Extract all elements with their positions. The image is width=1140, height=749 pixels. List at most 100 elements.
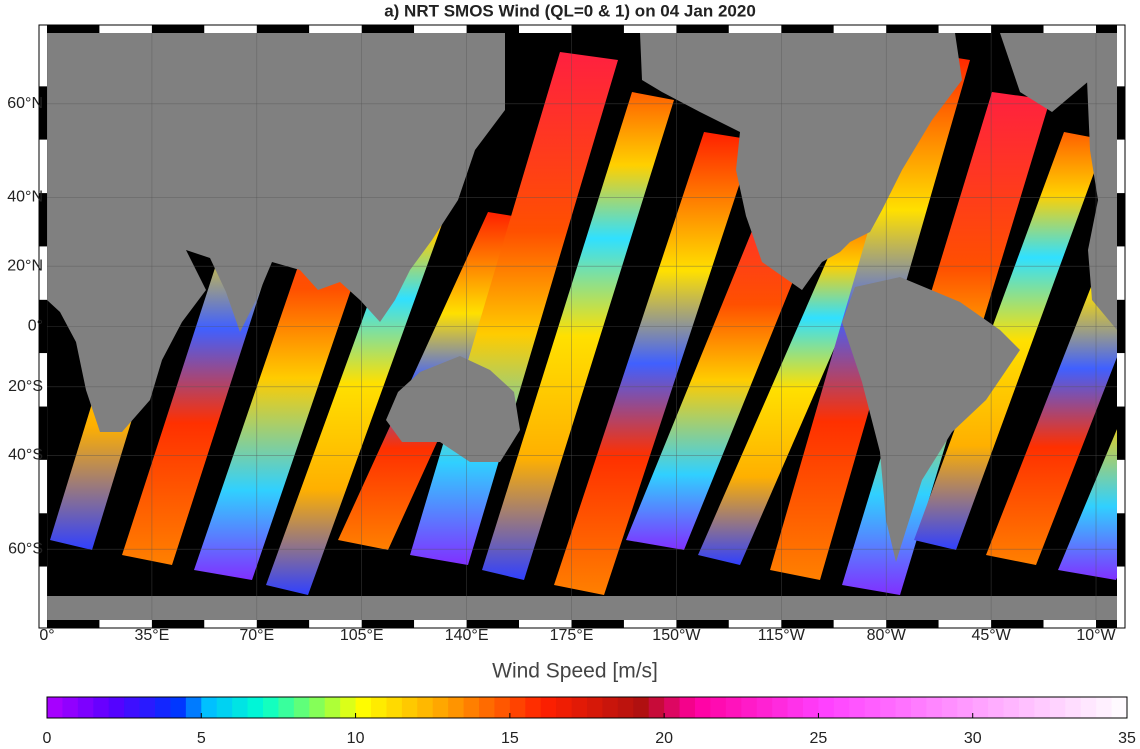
frame-block — [833, 620, 887, 628]
colorbar-block — [803, 697, 819, 718]
colorbar-block — [926, 697, 943, 718]
colorbar-block — [185, 697, 202, 718]
colorbar-tick-label: 20 — [655, 730, 673, 747]
frame-block — [47, 25, 100, 33]
frame-block — [99, 620, 152, 628]
frame-block — [1117, 246, 1125, 300]
lon-tick-label: 70°E — [239, 627, 274, 644]
frame-block — [466, 620, 520, 628]
frame-block — [623, 25, 677, 33]
colorbar-tick-label: 10 — [347, 730, 365, 747]
frame-block — [938, 620, 992, 628]
swath — [986, 220, 1117, 565]
colorbar-block — [494, 697, 511, 718]
frame-block — [1117, 299, 1125, 354]
frame-block — [1117, 139, 1125, 194]
colorbar-block — [1049, 697, 1066, 718]
frame-block — [39, 513, 47, 567]
colorbar-block — [818, 697, 835, 718]
colorbar-block — [324, 697, 341, 718]
colorbar-block — [880, 697, 897, 718]
colorbar-block — [911, 697, 927, 718]
colorbar-block — [47, 697, 63, 718]
frame-block — [1117, 406, 1125, 460]
frame-block — [39, 193, 47, 247]
frame-block — [938, 25, 992, 33]
frame-block — [39, 299, 47, 354]
frame-block — [204, 25, 257, 33]
title: a) NRT SMOS Wind (QL=0 & 1) on 04 Jan 20… — [384, 1, 756, 20]
north-america — [640, 33, 962, 290]
colorbar-tick-label: 35 — [1118, 730, 1136, 747]
colorbar-block — [278, 697, 295, 718]
frame-block — [519, 620, 572, 628]
frame-block — [623, 620, 677, 628]
colorbar-block — [679, 697, 696, 718]
colorbar-tick-label: 0 — [43, 730, 52, 747]
colorbar-tick-label: 30 — [964, 730, 982, 747]
colorbar-block — [617, 697, 634, 718]
lon-tick-label: 150°W — [652, 627, 701, 644]
colorbar-block — [124, 697, 141, 718]
frame-block — [519, 25, 572, 33]
colorbar-block — [1080, 697, 1097, 718]
frame-block — [39, 459, 47, 514]
colorbar-block — [525, 697, 542, 718]
frame-block — [991, 25, 1044, 33]
frame-block — [886, 620, 939, 628]
swath — [482, 92, 674, 580]
lon-tick-label: 105°E — [340, 627, 384, 644]
colorbar-block — [1065, 697, 1082, 718]
colorbar-block — [1111, 697, 1128, 718]
frame-block — [39, 246, 47, 300]
lat-tick-label: 20°N — [7, 257, 43, 274]
antarctica — [47, 596, 1117, 620]
lat-tick-label: 20°S — [8, 378, 43, 395]
colorbar-block — [741, 697, 758, 718]
frame-block — [1117, 459, 1125, 514]
graticule — [47, 33, 1117, 620]
colorbar-block — [633, 697, 650, 718]
frame-block — [256, 620, 310, 628]
colorbar-block — [155, 697, 171, 718]
lon-tick-label: 115°W — [758, 627, 806, 644]
frame-block — [728, 620, 782, 628]
frame-block — [676, 620, 729, 628]
colorbar-block — [664, 697, 681, 718]
frame-block — [361, 25, 415, 33]
colorbar-block — [108, 697, 125, 718]
colorbar-tick-label: 5 — [197, 730, 206, 747]
frame-block — [781, 620, 834, 628]
colorbar-block — [556, 697, 573, 718]
colorbar-block — [571, 697, 588, 718]
frame-block — [728, 25, 782, 33]
greenland — [1000, 33, 1100, 112]
frame-block — [414, 25, 467, 33]
frame-block — [1096, 25, 1117, 33]
colorbar-block — [587, 697, 603, 718]
swath — [554, 132, 754, 595]
frame-border — [38, 24, 1126, 629]
colorbar-block — [895, 697, 912, 718]
frame-block — [151, 620, 205, 628]
colorbar-block — [417, 697, 434, 718]
frame-block — [1117, 566, 1125, 620]
frame-block — [1117, 33, 1125, 87]
frame-block — [39, 406, 47, 460]
colorbar-block — [833, 697, 850, 718]
colorbar-block — [77, 697, 94, 718]
colorbar-block — [725, 697, 742, 718]
colorbar-block — [355, 697, 372, 718]
frame-block — [39, 33, 47, 87]
colorbar-block — [756, 697, 773, 718]
colorbar-border — [46, 696, 1128, 719]
colorbar-block — [1034, 697, 1051, 718]
frame-block — [39, 86, 47, 140]
lon-tick-label: 45°W — [971, 627, 1011, 644]
colorbar-block — [957, 697, 974, 718]
colorbar-block — [170, 697, 187, 718]
colorbar-block — [1019, 697, 1035, 718]
colorbar-block — [648, 697, 665, 718]
frame-block — [39, 353, 47, 407]
colorbar-label: Wind Speed [m/s] — [492, 660, 658, 683]
